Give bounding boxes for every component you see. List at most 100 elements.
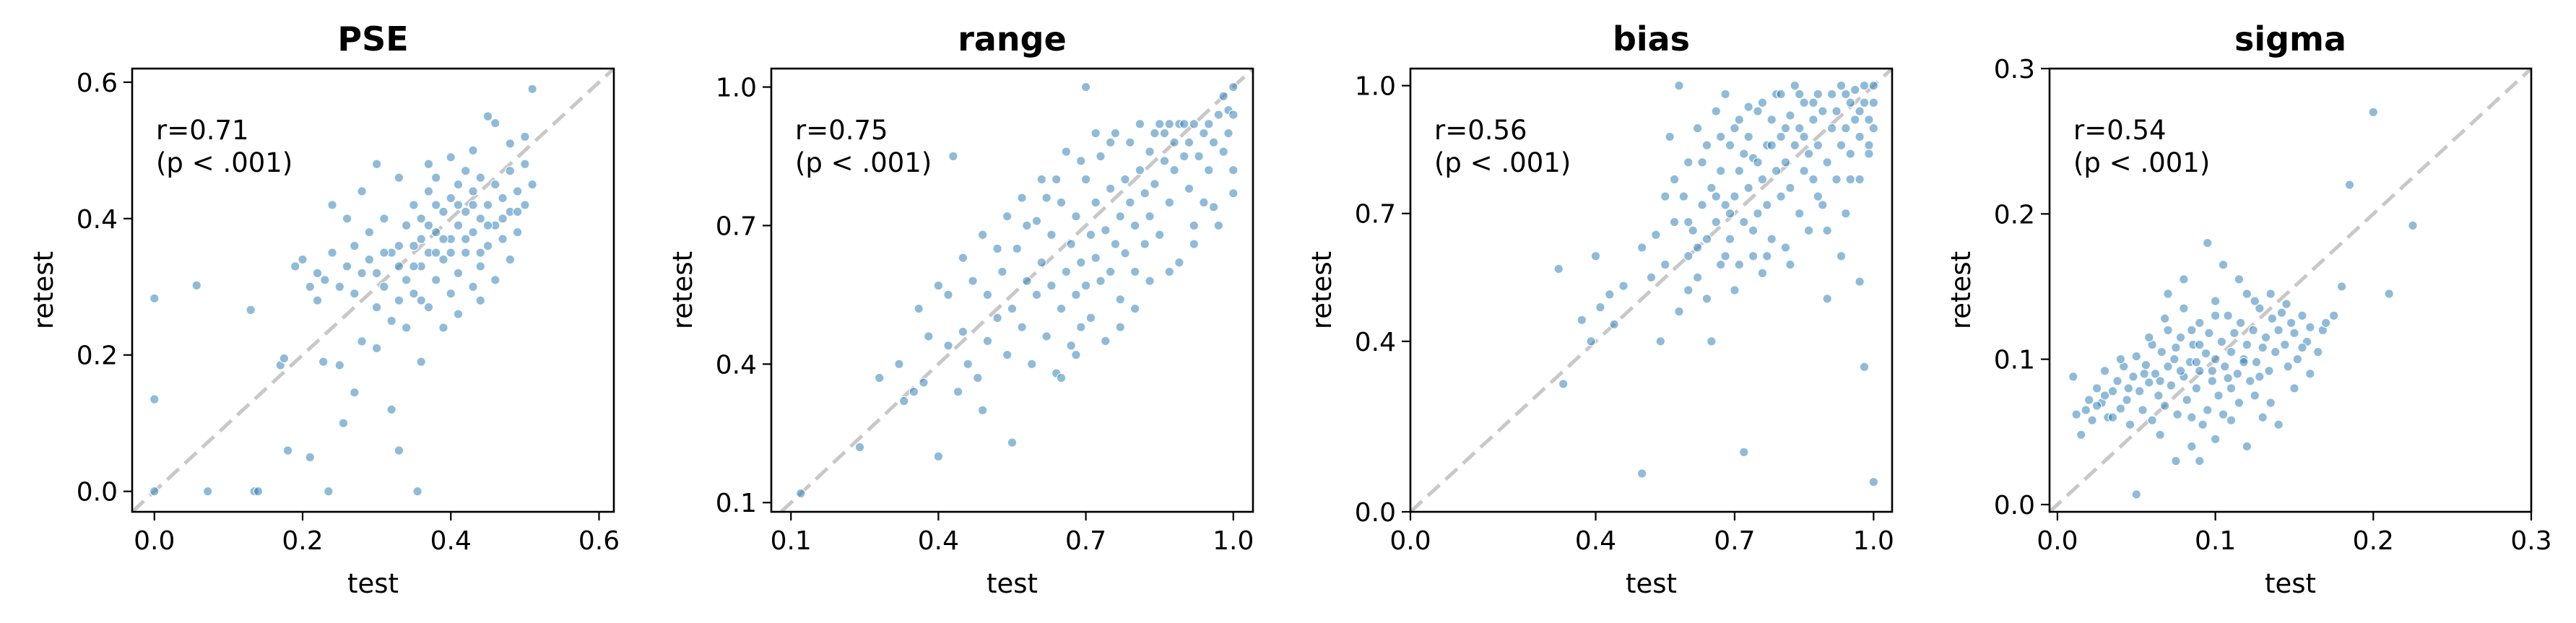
x-tick-label: 0.6 [578,526,620,556]
plot-frame [2048,67,2533,513]
scatter-point [1836,80,1847,91]
p-value-label: (p < .001) [795,147,932,178]
scatter-point [2179,303,2189,313]
scatter-point [2226,347,2237,357]
scatter-point [1046,280,1057,291]
x-tick-label: 0.1 [771,526,812,556]
scatter-point [324,486,334,497]
scatter-point [2081,405,2091,415]
scatter-point [1692,243,1703,253]
scatter-point [334,360,345,370]
scatter-point [342,261,352,271]
scatter-point [992,243,1002,254]
scatter-point [2255,303,2265,313]
scatter-point [2305,322,2315,333]
scatter-point [2191,357,2202,367]
scatter-point [475,295,486,305]
scatter-point [1743,183,1753,193]
scatter-point [1701,234,1712,244]
scatter-point [1841,208,1851,219]
scatter-point [386,404,396,415]
correlation-label: r=0.56 [1434,115,1527,146]
scatter-point [2123,383,2134,393]
scatter-point [2245,376,2255,386]
scatter-point [1208,137,1219,148]
x-tick-label: 0.4 [1575,526,1616,556]
scatter-point [371,268,382,279]
scatter-point [1150,179,1160,189]
scatter-point [2242,441,2252,452]
scatter-point [1817,106,1828,116]
scatter-point [1803,225,1814,236]
scatter-point [1669,217,1680,227]
scatter-point [1683,157,1694,167]
scatter-point [149,486,160,497]
scatter-point [1085,230,1096,240]
scatter-point [923,331,934,341]
scatter-point [1826,123,1837,134]
y-tick-label: 0.1 [1994,346,2035,375]
scatter-point [1780,157,1791,167]
scatter-point [1012,243,1023,254]
scatter-point [2171,456,2181,466]
scatter-point [2297,342,2307,353]
scatter-point [1776,89,1786,100]
scatter-point [1189,239,1200,249]
chart-panel-bias: bias 0.0 0.4 0.7 1.0 0.0 0.4 0.7 1.0 test retest r=… [1306,19,1894,599]
scatter-point [350,387,360,398]
scatter-point [963,359,973,370]
scatter-point [1808,174,1818,185]
scatter-point [1061,266,1072,277]
scatter-point [2344,180,2355,190]
identity-line [131,67,615,513]
scatter-point [1715,165,1726,176]
scatter-point [409,200,419,210]
scatter-point [948,151,958,162]
scatter-point [2083,395,2094,405]
scatter-point [2223,373,2233,383]
scatter-point [305,452,316,463]
scatter-point [1701,294,1712,304]
scatter-point [2071,409,2081,419]
scatter-point [1864,149,1874,159]
scatter-point [1056,303,1067,314]
scatter-point [1692,272,1703,283]
scatter-point [1194,151,1204,162]
scatter-point [512,227,523,238]
scatter-point [2115,404,2126,414]
chart-panel-range: range 0.1 0.4 0.7 1.0 0.1 0.4 0.7 1.0 test retest r… [667,19,1254,599]
scatter-point [1041,193,1051,203]
scatter-point [2216,336,2227,347]
scatter-point [1720,200,1730,210]
scatter-point [2239,357,2249,367]
scatter-point [2218,409,2229,419]
scatter-point [1179,118,1189,129]
scatter-point [2200,348,2211,359]
scatter-point [1822,294,1833,304]
scatter-point [2187,412,2197,422]
scatter-point [305,282,316,292]
scatter-point [446,288,456,299]
x-axis-label: test [1626,568,1677,599]
scatter-point [357,336,367,347]
scatter-point [1845,97,1856,108]
scatter-point [1864,140,1874,151]
scatter-point [1817,200,1828,210]
scatter-point [2251,357,2262,367]
scatter-point [334,282,345,292]
scatter-point [1590,250,1601,261]
scatter-point [1096,151,1106,162]
scatter-point [982,289,993,300]
y-tick-label: 0.7 [716,212,757,241]
scatter-point [2115,354,2126,365]
scatter-point [482,220,493,231]
scatter-point [1799,165,1809,176]
scatter-point [253,486,264,497]
scatter-point [1831,106,1842,116]
scatter-point [1720,89,1730,100]
scatter-point [2408,220,2418,231]
scatter-point [1826,89,1837,100]
scatter-point [2305,368,2315,379]
scatter-point [1701,140,1712,151]
scatter-point [992,313,1002,323]
